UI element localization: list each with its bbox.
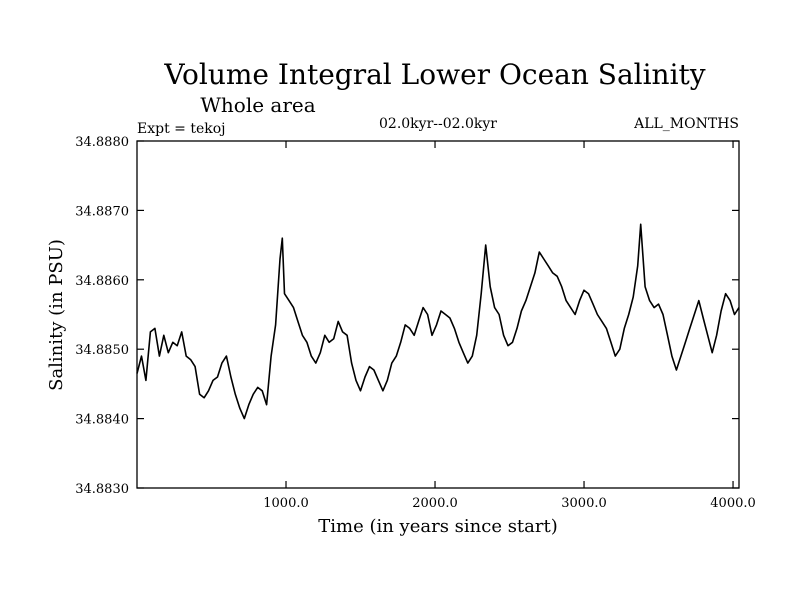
y-tick-label: 34.8830 [75,482,129,497]
y-axis-label: Salinity (in PSU) [46,239,67,391]
y-tick-label: 34.8870 [75,204,129,219]
plot-frame [136,140,740,489]
x-axis-ticks: 1000.0 2000.0 3000.0 4000.0 [263,141,756,511]
salinity-series-line [136,223,740,420]
y-tick-label: 34.8860 [75,274,129,289]
experiment-label: Expt = tekoj [137,121,226,137]
x-tick-label: 1000.0 [263,496,309,511]
x-axis-label: Time (in years since start) [318,516,558,537]
months-label: ALL_MONTHS [633,116,739,132]
x-tick-label: 2000.0 [412,496,458,511]
period-label: 02.0kyr--02.0kyr [379,116,497,132]
chart-subtitle: Whole area [200,93,315,117]
chart-title: Volume Integral Lower Ocean Salinity [163,58,705,91]
x-tick-label: 3000.0 [561,496,607,511]
y-axis-ticks: 34.8830 34.8840 34.8850 34.8860 34.8870 34.88… [75,135,739,497]
y-tick-label: 34.8840 [75,413,129,428]
y-tick-label: 34.8850 [75,343,129,358]
y-tick-label: 34.8880 [75,135,129,150]
x-tick-label: 4000.0 [710,496,756,511]
